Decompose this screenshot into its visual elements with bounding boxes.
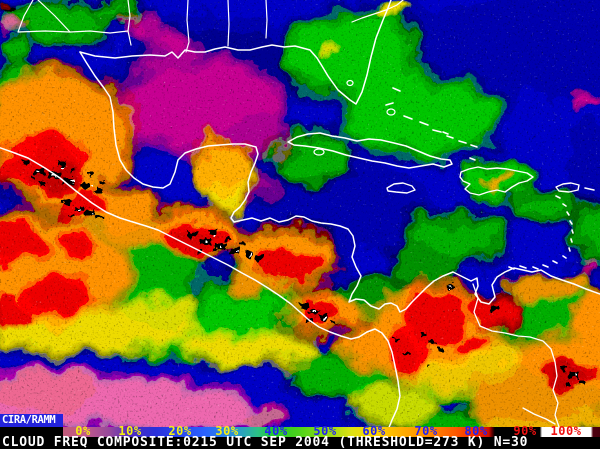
us-state-borders bbox=[17, 0, 404, 53]
coastline-bahamas bbox=[385, 87, 478, 161]
colorbar-tick-20: 20% bbox=[168, 424, 192, 438]
coastline-mexico-caribbean bbox=[79, 51, 600, 313]
speckle-light-texture bbox=[0, 0, 600, 437]
colorbar-tick-60: 60% bbox=[362, 424, 386, 438]
coastline-pacific bbox=[0, 146, 401, 437]
colorbar-tick-40: 40% bbox=[264, 424, 288, 438]
colorbar-tick-10: 10% bbox=[118, 424, 142, 438]
colorbar-tick-100: 100% bbox=[550, 424, 582, 438]
credit-badge: CIRA/RAMM bbox=[0, 414, 63, 427]
colorbar-tick-0: 0% bbox=[75, 424, 91, 438]
south-america-borders bbox=[472, 283, 560, 437]
coastline-hispaniola bbox=[459, 166, 534, 196]
colorbar-tick-50: 50% bbox=[313, 424, 337, 438]
lake-okeechobee bbox=[346, 79, 354, 87]
colorbar: 0% 10% 20% 30% 40% 50% 60% 70% 80% 90% 1… bbox=[0, 424, 600, 438]
high-frequency-specks bbox=[22, 160, 585, 386]
colorbar-tick-70: 70% bbox=[414, 424, 438, 438]
coastline-us-gulf bbox=[79, 0, 392, 105]
colorbar-tick-30: 30% bbox=[215, 424, 239, 438]
coastline-lesser-antilles bbox=[508, 187, 595, 270]
satellite-map bbox=[0, 0, 600, 437]
coastlines bbox=[0, 0, 600, 437]
colorbar-tick-80: 80% bbox=[464, 424, 488, 438]
caption-bar: CLOUD FREQ COMPOSITE:0215 UTC SEP 2004 (… bbox=[0, 436, 600, 449]
coastline-cuba bbox=[287, 132, 453, 169]
coastline-puerto-rico bbox=[555, 182, 580, 193]
colorbar-gradient bbox=[63, 427, 600, 437]
coastline-jamaica bbox=[386, 182, 416, 194]
colorbar-tick-90: 90% bbox=[513, 424, 537, 438]
coastline-isle-of-youth bbox=[313, 148, 325, 156]
